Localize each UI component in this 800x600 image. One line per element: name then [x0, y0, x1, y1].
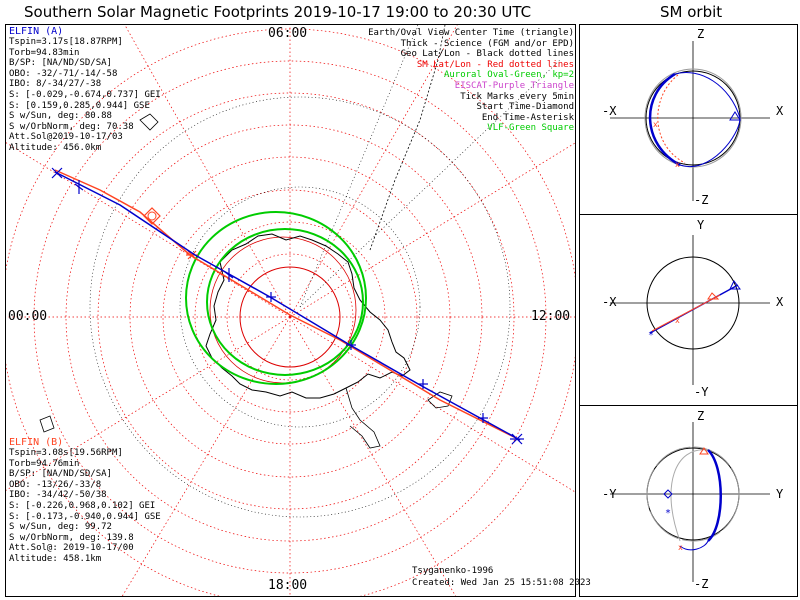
elfin-b-line-9: Att.Sol@: 2019-10-17/00: [9, 543, 134, 554]
sm-lon-lines: [6, 25, 575, 596]
elfin-b-line-5: S: [-0.226,0.968,0.102] GEI: [9, 500, 156, 511]
svg-text:*: *: [648, 330, 654, 341]
geo-grid: [89, 25, 561, 518]
panel2-bottom-label: -Y: [694, 385, 709, 399]
orbit-title: SM orbit: [660, 3, 723, 21]
elfin-a-line-0: Tspin=3.17s[18.87RPM]: [9, 37, 123, 47]
legend-item-8: End Time-Asterisk: [481, 112, 574, 123]
clock-label-left: 00:00: [8, 309, 48, 324]
panel1-right-label: X: [776, 104, 784, 118]
elfin-b-line-1: Torb=94.76min: [9, 458, 80, 469]
orbit-panel-yz: * x: [610, 422, 770, 582]
panel2-right-label: X: [776, 295, 784, 309]
elfin-a-line-1: Torb=94.83min: [9, 47, 80, 58]
elfin-b-line-3: OBO: -13/26/-33/8: [9, 479, 102, 490]
elfin-b-line-4: IBO: -34/42/-50/38: [9, 490, 107, 501]
legend-item-1: Thick - Science (FGM and/or EPD): [400, 38, 574, 49]
view-center-line: [369, 25, 446, 251]
elfin-a-track: [51, 167, 524, 445]
elfin-a-line-9: Att.Sol@2019-10-17/03: [9, 132, 123, 143]
svg-text:x: x: [653, 120, 658, 129]
panel3-bottom-label: -Z: [694, 577, 709, 591]
clock-label-top: 06:00: [268, 26, 308, 41]
legend-item-2: Geo Lat/Lon - Black dotted lines: [400, 49, 574, 60]
page-title: Southern Solar Magnetic Footprints 2019-…: [24, 3, 532, 21]
auroral-oval: [185, 211, 367, 385]
elfin-b-line-2: B/SP: [NA/ND/SD/SA]: [9, 469, 112, 480]
orbit-panel-xy: * x: [610, 235, 770, 385]
svg-text:*: *: [665, 508, 671, 519]
created-stamp: Created: Wed Jan 25 15:51:08 2023: [412, 578, 591, 588]
coastline: [205, 233, 411, 399]
elfin-a-line-2: B/SP: [NA/ND/SD/SA]: [9, 58, 112, 69]
elfin-a-name: ELFIN (A): [9, 26, 64, 37]
legend-item-5: EISCAT-Purple Triangle: [454, 80, 574, 91]
elfin-a-line-8: S w/OrbNorm, deg: 70.38: [9, 121, 134, 132]
legend-item-4: Auroral Oval-Green, kp=2: [443, 70, 574, 81]
legend-item-7: Start Time-Diamond: [476, 102, 574, 113]
model-credit: Tsyganenko-1996: [412, 566, 494, 576]
elfin-b-line-0: Tspin=3.08s[19.56RPM]: [9, 448, 123, 458]
elfin-a-line-4: IBO: 8/-34/27/-38: [9, 79, 102, 90]
panel3-right-label: Y: [776, 487, 784, 501]
panel1-left-label: -X: [602, 104, 617, 118]
elfin-b-line-7: S w/Sun, deg: 99.72: [9, 522, 112, 533]
clock-label-bottom: 18:00: [268, 578, 308, 593]
elfin-a-line-5: S: [-0.029,-0.674,0.737] GEI: [9, 89, 161, 100]
panel2-top-label: Y: [697, 218, 705, 232]
panel2-left-label: -X: [602, 295, 617, 309]
polar-map: [6, 25, 575, 596]
elfin-b-line-6: S: [-0.173,-0.940,0.944] GSE: [9, 511, 161, 522]
elfin-a-line-6: S: [0.159,0.285,0.944] GSE: [9, 100, 150, 111]
legend-item-6: Tick Marks every 5min: [460, 91, 574, 102]
elfin-b-line-10: Altitude: 458.1km: [9, 553, 102, 564]
panel1-bottom-label: -Z: [694, 193, 709, 207]
elfin-b-line-8: S w/OrbNorm, deg: 139.8: [9, 532, 134, 543]
svg-text:x: x: [675, 160, 680, 169]
legend-item-3: SM Lat/Lon - Red dotted lines: [416, 59, 574, 70]
orbit-panel-xz: x x: [610, 41, 770, 201]
clock-label-right: 12:00: [531, 309, 571, 324]
elfin-a-line-3: OBO: -32/-71/-14/-58: [9, 68, 118, 79]
elfin-b-info: ELFIN (B) Tspin=3.08s[19.56RPM] Torb=94.…: [9, 437, 161, 565]
elfin-b-name: ELFIN (B): [9, 437, 64, 448]
elfin-a-line-10: Altitude: 456.0km: [9, 142, 102, 153]
elfin-a-line-7: S w/Sun, deg: 80.88: [9, 111, 112, 122]
legend: Earth/Oval View Center Time (triangle) T…: [368, 28, 574, 134]
elfin-a-info: ELFIN (A) Tspin=3.17s[18.87RPM] Torb=94.…: [9, 26, 161, 154]
panel3-left-label: -Y: [602, 487, 617, 501]
panel3-top-label: Z: [697, 409, 705, 423]
svg-text:x: x: [675, 316, 680, 325]
svg-text:x: x: [678, 543, 683, 552]
legend-item-9: VLF-Green Square: [487, 123, 574, 134]
panel1-top-label: Z: [697, 27, 705, 41]
legend-item-0: Earth/Oval View Center Time (triangle): [368, 28, 574, 38]
